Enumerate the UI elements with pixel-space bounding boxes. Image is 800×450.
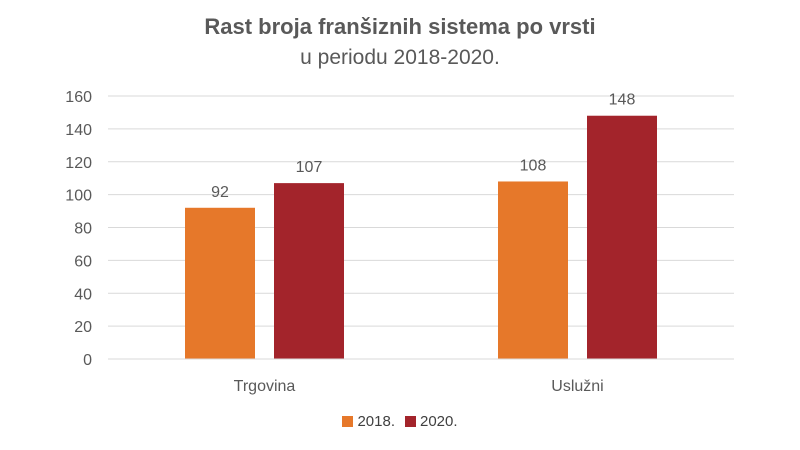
legend-label-2020: 2020.: [420, 413, 458, 430]
y-tick-label: 100: [65, 188, 92, 205]
y-tick-label: 0: [83, 352, 92, 369]
y-tick-label: 20: [74, 319, 92, 336]
legend-item-2020: 2020.: [405, 413, 458, 430]
y-tick-label: 160: [65, 89, 92, 106]
data-label: 108: [520, 157, 547, 174]
data-label: 92: [211, 184, 229, 201]
bar: [274, 183, 344, 359]
data-label: 148: [609, 92, 636, 109]
chart-subtitle: u periodu 2018-2020.: [300, 46, 500, 69]
y-tick-label: 80: [74, 221, 92, 238]
legend-label-2018: 2018.: [357, 413, 395, 430]
bar: [587, 115, 657, 359]
legend-item-2018: 2018.: [342, 413, 395, 430]
y-tick-label: 120: [65, 155, 92, 172]
bar: [185, 207, 255, 359]
chart-title: Rast broja franšiznih sistema po vrsti: [204, 14, 596, 39]
legend-swatch-2020: [405, 416, 416, 427]
data-label: 107: [296, 159, 323, 176]
x-tick-label: Uslužni: [551, 378, 603, 395]
bar: [498, 181, 568, 359]
y-tick-label: 140: [65, 122, 92, 139]
chart-legend: 2018. 2020.: [0, 413, 800, 430]
x-tick-label: Trgovina: [234, 378, 296, 395]
y-tick-label: 60: [74, 253, 92, 270]
y-tick-label: 40: [74, 286, 92, 303]
legend-swatch-2018: [342, 416, 354, 427]
